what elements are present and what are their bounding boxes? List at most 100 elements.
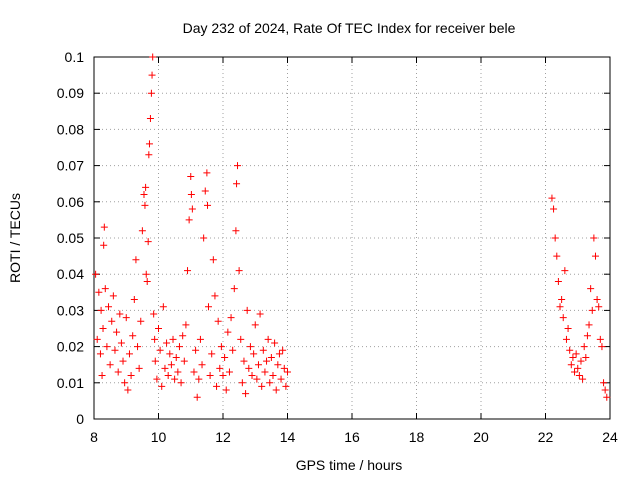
data-point bbox=[254, 361, 262, 369]
data-point bbox=[222, 386, 230, 394]
data-point bbox=[267, 353, 275, 361]
data-point bbox=[187, 191, 195, 199]
y-tick-label: 0.09 bbox=[57, 85, 84, 101]
data-point bbox=[246, 343, 254, 351]
x-tick-label: 22 bbox=[538, 429, 554, 445]
data-point bbox=[129, 332, 137, 340]
data-point bbox=[591, 252, 599, 260]
data-point bbox=[148, 71, 156, 79]
data-point bbox=[95, 288, 103, 296]
data-point bbox=[164, 372, 172, 380]
data-point bbox=[172, 353, 180, 361]
data-point bbox=[175, 343, 183, 351]
data-point bbox=[600, 379, 608, 387]
data-point bbox=[108, 317, 116, 325]
data-point bbox=[603, 393, 611, 401]
y-tick-label: 0.08 bbox=[57, 121, 84, 137]
data-point bbox=[274, 361, 282, 369]
data-point bbox=[232, 227, 240, 235]
data-point bbox=[201, 187, 209, 195]
data-point bbox=[114, 368, 122, 376]
data-point bbox=[229, 346, 237, 354]
data-point bbox=[204, 201, 212, 209]
y-axis-label: ROTI / TECUs bbox=[7, 193, 23, 283]
data-point bbox=[166, 350, 174, 358]
data-point bbox=[235, 267, 243, 275]
data-points bbox=[92, 53, 611, 401]
data-point bbox=[200, 234, 208, 242]
data-point bbox=[141, 201, 149, 209]
data-point bbox=[187, 172, 195, 180]
data-point bbox=[124, 386, 132, 394]
data-point bbox=[550, 205, 558, 213]
x-tick-label: 24 bbox=[602, 429, 618, 445]
data-point bbox=[105, 303, 113, 311]
data-point bbox=[121, 379, 129, 387]
data-point bbox=[122, 314, 130, 322]
data-point bbox=[258, 382, 266, 390]
data-point bbox=[113, 328, 121, 336]
x-tick-label: 12 bbox=[215, 429, 231, 445]
data-point bbox=[272, 386, 280, 394]
data-point bbox=[203, 169, 211, 177]
data-point bbox=[596, 335, 604, 343]
data-point bbox=[238, 379, 246, 387]
data-point bbox=[264, 335, 272, 343]
data-point bbox=[577, 357, 585, 365]
data-point bbox=[137, 317, 145, 325]
data-point bbox=[209, 256, 217, 264]
x-tick-label: 16 bbox=[344, 429, 360, 445]
data-point bbox=[140, 191, 148, 199]
data-point bbox=[266, 379, 274, 387]
data-point bbox=[142, 270, 150, 278]
data-point bbox=[575, 372, 583, 380]
data-point bbox=[188, 205, 196, 213]
data-point bbox=[250, 350, 258, 358]
data-point bbox=[567, 361, 575, 369]
data-point bbox=[134, 343, 142, 351]
data-point bbox=[553, 252, 561, 260]
data-point bbox=[214, 317, 222, 325]
data-point bbox=[590, 234, 598, 242]
data-point bbox=[184, 267, 192, 275]
data-point bbox=[142, 183, 150, 191]
data-point bbox=[562, 335, 570, 343]
data-point bbox=[101, 285, 109, 293]
data-point bbox=[106, 361, 114, 369]
data-point bbox=[103, 343, 111, 351]
data-point bbox=[150, 310, 158, 318]
data-point bbox=[588, 306, 596, 314]
data-point bbox=[282, 382, 290, 390]
data-point bbox=[180, 357, 188, 365]
y-tick-label: 0.05 bbox=[57, 230, 84, 246]
data-point bbox=[253, 375, 261, 383]
x-axis-label: GPS time / hours bbox=[296, 457, 403, 473]
data-point bbox=[593, 296, 601, 304]
data-point bbox=[271, 339, 279, 347]
data-point bbox=[146, 115, 154, 123]
data-point bbox=[551, 234, 559, 242]
data-point bbox=[132, 256, 140, 264]
grid-lines bbox=[94, 57, 610, 419]
data-point bbox=[269, 372, 277, 380]
data-point bbox=[167, 361, 175, 369]
data-point bbox=[144, 238, 152, 246]
data-point bbox=[109, 292, 117, 300]
data-point bbox=[256, 310, 264, 318]
data-point bbox=[277, 375, 285, 383]
data-point bbox=[259, 346, 267, 354]
data-point bbox=[237, 335, 245, 343]
data-point bbox=[566, 346, 574, 354]
y-tick-label: 0.1 bbox=[65, 49, 85, 65]
data-point bbox=[177, 379, 185, 387]
data-point bbox=[579, 375, 587, 383]
data-point bbox=[185, 216, 193, 224]
x-tick-label: 8 bbox=[90, 429, 98, 445]
data-point bbox=[100, 241, 108, 249]
data-point bbox=[171, 375, 179, 383]
data-point bbox=[127, 372, 135, 380]
data-point bbox=[224, 328, 232, 336]
y-tick-label: 0.06 bbox=[57, 194, 84, 210]
data-point bbox=[155, 325, 162, 332]
